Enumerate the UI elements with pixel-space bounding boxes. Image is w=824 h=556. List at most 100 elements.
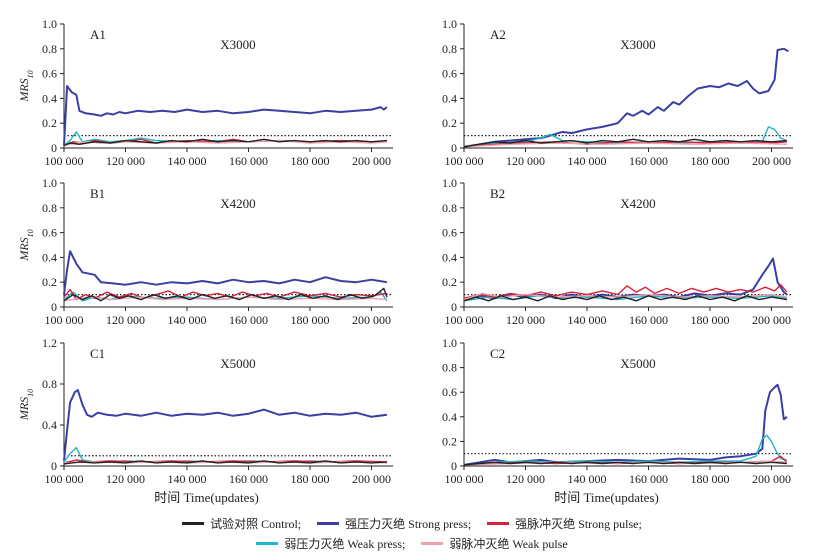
panel-c2: 0 0.2 0.4 0.6 0.8 1.0 100 000 120 000 140 000 160… bbox=[442, 336, 793, 505]
y-tick-label: 1.0 bbox=[442, 17, 457, 31]
x-tick-label: 160 000 bbox=[629, 472, 668, 486]
y-tick-label: 0.4 bbox=[42, 250, 57, 264]
panel-title: X5000 bbox=[220, 356, 255, 371]
series-line-strong-press bbox=[63, 250, 388, 295]
y-tick-label: 0.2 bbox=[442, 275, 457, 289]
series-line-weak-pulse bbox=[463, 142, 787, 148]
panel-label: A2 bbox=[490, 27, 506, 42]
x-tick-label: 140 000 bbox=[567, 313, 606, 327]
series-line-control bbox=[463, 138, 787, 148]
legend-label-weak-pulse: 弱脉冲灭绝 Weak pulse bbox=[449, 536, 568, 551]
y-axis-label-subscript: 10 bbox=[26, 229, 35, 237]
x-tick-label: 140 000 bbox=[567, 472, 606, 486]
y-tick-label: 1.0 bbox=[42, 17, 57, 31]
y-tick-label: 0.8 bbox=[442, 361, 457, 375]
panel-a2: 0 0.2 0.4 0.6 0.8 1.0 100 000 120 000 140 000 160… bbox=[442, 17, 793, 168]
x-axis-label: 时间 Time(updates) bbox=[554, 490, 659, 505]
x-tick-label: 160 000 bbox=[629, 313, 668, 327]
y-axis-label: MRS10 bbox=[17, 389, 35, 421]
x-tick-label: 200 000 bbox=[752, 313, 791, 327]
series-line-weak-pulse bbox=[63, 296, 387, 302]
x-tick-label: 140 000 bbox=[167, 472, 206, 486]
x-tick-label: 160 000 bbox=[229, 154, 268, 168]
y-tick-label: 0 bbox=[451, 300, 457, 314]
x-tick-label: 200 000 bbox=[352, 472, 391, 486]
x-tick-label: 160 000 bbox=[629, 154, 668, 168]
y-axis-label: MRS10 bbox=[17, 70, 35, 102]
legend-item-weak-press: 弱压力灭绝 Weak press; bbox=[256, 535, 405, 552]
legend: 试验对照 Control; 强压力灭绝 Strong press; 强脉冲灭绝 … bbox=[0, 513, 824, 553]
y-tick-label: 1.0 bbox=[442, 176, 457, 190]
legend-label-control: 试验对照 Control; bbox=[210, 516, 302, 531]
x-tick-label: 180 000 bbox=[290, 472, 329, 486]
x-tick-label: 100 000 bbox=[45, 313, 84, 327]
x-tick-label: 100 000 bbox=[445, 472, 484, 486]
y-tick-label: 0.2 bbox=[442, 116, 457, 130]
x-tick-label: 120 000 bbox=[506, 313, 545, 327]
x-tick-label: 200 000 bbox=[752, 154, 791, 168]
y-tick-label: 0.6 bbox=[442, 67, 457, 81]
x-tick-label: 200 000 bbox=[352, 313, 391, 327]
y-tick-label: 0.4 bbox=[42, 91, 57, 105]
legend-swatch-weak-pulse bbox=[421, 541, 444, 545]
legend-label-weak-press: 弱压力灭绝 Weak press; bbox=[284, 536, 406, 551]
panel-title: X3000 bbox=[620, 37, 655, 52]
y-tick-label: 1.0 bbox=[42, 176, 57, 190]
y-tick-label: 0.8 bbox=[442, 201, 457, 215]
panel-b1: 0 0.2 0.4 0.6 0.8 1.0 100 000 120 000 140 000 160… bbox=[17, 176, 393, 327]
x-axis-label: 时间 Time(updates) bbox=[154, 490, 259, 505]
y-tick-label: 0 bbox=[451, 141, 457, 155]
y-tick-label: 0.8 bbox=[442, 42, 457, 56]
legend-item-strong-press: 强压力灭绝 Strong press; bbox=[317, 515, 471, 532]
x-tick-label: 120 000 bbox=[506, 472, 545, 486]
legend-swatch-weak-press bbox=[256, 541, 279, 545]
x-tick-label: 180 000 bbox=[290, 154, 329, 168]
panel-title: X4200 bbox=[220, 196, 255, 211]
panel-title: X4200 bbox=[620, 196, 655, 211]
legend-label-strong-pulse: 强脉冲灭绝 Strong pulse; bbox=[515, 516, 642, 531]
y-tick-label: 0 bbox=[51, 141, 57, 155]
series-line-strong-press bbox=[463, 383, 788, 466]
panel-a1: 0 0.2 0.4 0.6 0.8 1.0 100 000 120 000 140 000 160… bbox=[17, 17, 393, 168]
x-tick-label: 120 000 bbox=[506, 154, 545, 168]
x-tick-label: 200 000 bbox=[352, 154, 391, 168]
legend-item-weak-pulse: 弱脉冲灭绝 Weak pulse bbox=[421, 535, 568, 552]
x-tick-label: 100 000 bbox=[45, 154, 84, 168]
legend-row-2: 弱压力灭绝 Weak press; 弱脉冲灭绝 Weak pulse bbox=[0, 533, 824, 553]
legend-item-strong-pulse: 强脉冲灭绝 Strong pulse; bbox=[487, 515, 642, 532]
y-tick-label: 0.4 bbox=[442, 410, 457, 424]
series-line-weak-pulse bbox=[463, 292, 788, 301]
series-line-control bbox=[63, 287, 388, 302]
y-tick-label: 1.0 bbox=[442, 336, 457, 350]
y-tick-label: 0.6 bbox=[442, 385, 457, 399]
y-tick-label: 0.6 bbox=[42, 67, 57, 81]
y-tick-label: 0 bbox=[51, 459, 57, 473]
legend-label-strong-press: 强压力灭绝 Strong press; bbox=[345, 516, 472, 531]
series-line-control bbox=[463, 295, 788, 302]
x-tick-label: 140 000 bbox=[167, 313, 206, 327]
y-tick-label: 0.8 bbox=[42, 201, 57, 215]
panel-label: C2 bbox=[490, 346, 505, 361]
y-tick-label: 0.2 bbox=[42, 275, 57, 289]
series-line-strong-press bbox=[463, 47, 789, 148]
legend-swatch-control bbox=[182, 521, 205, 525]
panel-label: B2 bbox=[490, 186, 505, 201]
y-tick-label: 0.6 bbox=[42, 226, 57, 240]
x-tick-label: 140 000 bbox=[567, 154, 606, 168]
x-tick-label: 140 000 bbox=[167, 154, 206, 168]
panel-label: A1 bbox=[90, 27, 106, 42]
series-line-control bbox=[63, 460, 387, 465]
x-tick-label: 180 000 bbox=[690, 472, 729, 486]
x-tick-label: 200 000 bbox=[752, 472, 791, 486]
legend-swatch-strong-pulse bbox=[487, 521, 510, 525]
panel-c1: 0 0.4 0.8 1.2 100 000 120 000 140 000 160 000 18… bbox=[17, 336, 393, 505]
x-tick-label: 160 000 bbox=[229, 313, 268, 327]
y-tick-label: 0.4 bbox=[442, 250, 457, 264]
x-tick-label: 180 000 bbox=[290, 313, 329, 327]
y-axis-label-subscript: 10 bbox=[26, 389, 35, 397]
legend-swatch-strong-press bbox=[317, 521, 340, 525]
y-tick-label: 0.6 bbox=[442, 226, 457, 240]
x-tick-label: 160 000 bbox=[229, 472, 268, 486]
y-tick-label: 0 bbox=[51, 300, 57, 314]
